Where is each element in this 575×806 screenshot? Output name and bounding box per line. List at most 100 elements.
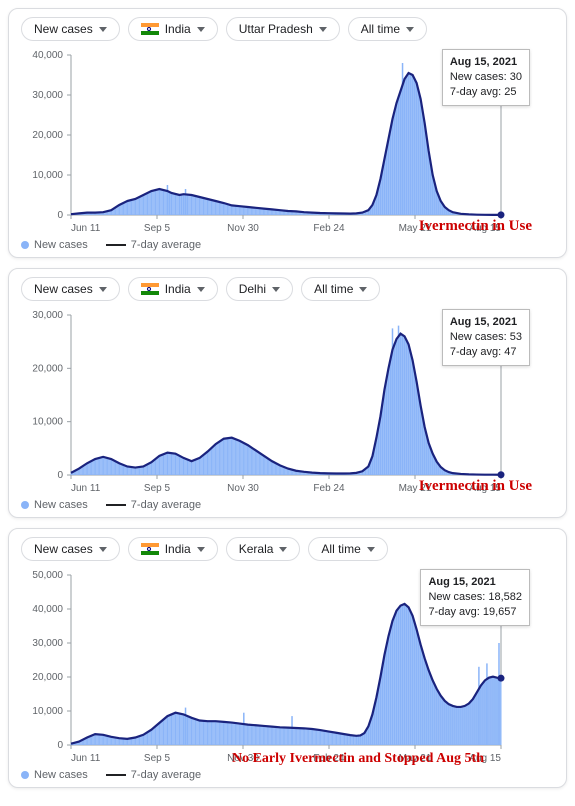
legend: New cases 7-day average	[21, 769, 554, 781]
country-selector[interactable]: India	[128, 17, 218, 41]
svg-text:Nov 30: Nov 30	[227, 223, 259, 234]
chart: 0 10,000 20,000 30,000 40,000 Jun 11 Sep 5 Nov …	[21, 47, 554, 237]
chevron-down-icon	[272, 287, 280, 292]
svg-text:30,000: 30,000	[32, 90, 63, 101]
timerange-selector[interactable]: All time	[301, 277, 380, 301]
chevron-down-icon	[197, 27, 205, 32]
chevron-down-icon	[197, 287, 205, 292]
callout-cases: New cases: 53	[450, 330, 522, 345]
chevron-down-icon	[359, 287, 367, 292]
timerange-selector-label: All time	[321, 542, 360, 556]
controls-row: New cases India Kerala All time	[21, 537, 554, 561]
legend-cases: New cases	[21, 239, 88, 251]
legend-line-icon	[106, 774, 126, 776]
timerange-selector-label: All time	[314, 282, 353, 296]
metric-selector-label: New cases	[34, 542, 93, 556]
controls-row: New cases India Uttar Pradesh All time	[21, 17, 554, 41]
chart: 0 10,000 20,000 30,000 40,000 50,000 Jun 11 Sep…	[21, 567, 554, 767]
country-selector[interactable]: India	[128, 537, 218, 561]
svg-text:30,000: 30,000	[32, 638, 63, 649]
svg-text:Sep 5: Sep 5	[144, 753, 171, 764]
annotation-text: No Early Ivermectin and Stopped Aug 5th	[232, 751, 484, 767]
callout-cases: New cases: 18,582	[428, 590, 522, 605]
country-selector-label: India	[165, 22, 191, 36]
callout-avg: 7-day avg: 19,657	[428, 605, 522, 620]
callout-cases: New cases: 30	[450, 70, 522, 85]
region-selector-label: Delhi	[239, 282, 266, 296]
legend-avg: 7-day average	[106, 239, 201, 251]
region-selector[interactable]: Uttar Pradesh	[226, 17, 340, 41]
controls-row: New cases India Delhi All time	[21, 277, 554, 301]
svg-text:Feb 24: Feb 24	[313, 223, 345, 234]
svg-text:Jun 11: Jun 11	[71, 483, 101, 494]
chevron-down-icon	[197, 547, 205, 552]
chevron-down-icon	[99, 547, 107, 552]
svg-text:20,000: 20,000	[32, 672, 63, 683]
svg-text:Nov 30: Nov 30	[227, 483, 259, 494]
annotation-text: Ivermectin in Use	[419, 218, 532, 235]
svg-text:40,000: 40,000	[32, 50, 63, 61]
svg-text:Sep 5: Sep 5	[144, 223, 171, 234]
chevron-down-icon	[367, 547, 375, 552]
svg-text:50,000: 50,000	[32, 570, 63, 581]
chevron-down-icon	[279, 547, 287, 552]
country-selector-label: India	[165, 282, 191, 296]
metric-selector[interactable]: New cases	[21, 17, 120, 41]
timerange-selector-label: All time	[361, 22, 400, 36]
svg-text:Jun 11: Jun 11	[71, 223, 101, 234]
svg-text:10,000: 10,000	[32, 706, 63, 717]
legend: New cases 7-day average	[21, 499, 554, 511]
metric-selector-label: New cases	[34, 282, 93, 296]
legend-dot-icon	[21, 501, 29, 509]
callout-date: Aug 15, 2021	[450, 55, 522, 70]
india-flag-icon	[141, 23, 159, 35]
svg-text:Jun 11: Jun 11	[71, 753, 101, 764]
legend-cases: New cases	[21, 499, 88, 511]
annotation-text: Ivermectin in Use	[419, 478, 532, 495]
panel-0: New cases India Uttar Pradesh All time 0 10,0…	[8, 8, 567, 258]
india-flag-icon	[141, 543, 159, 555]
panel-1: New cases India Delhi All time 0 10,000 20,000…	[8, 268, 567, 518]
legend-dot-icon	[21, 241, 29, 249]
svg-text:Sep 5: Sep 5	[144, 483, 171, 494]
legend-dot-icon	[21, 771, 29, 779]
svg-text:30,000: 30,000	[32, 310, 63, 321]
region-selector[interactable]: Delhi	[226, 277, 293, 301]
callout-avg: 7-day avg: 25	[450, 85, 522, 100]
chevron-down-icon	[406, 27, 414, 32]
svg-text:20,000: 20,000	[32, 363, 63, 374]
svg-text:0: 0	[57, 740, 63, 751]
chevron-down-icon	[99, 27, 107, 32]
country-selector-label: India	[165, 542, 191, 556]
region-selector-label: Uttar Pradesh	[239, 22, 313, 36]
region-selector-label: Kerala	[239, 542, 274, 556]
legend-cases: New cases	[21, 769, 88, 781]
data-callout: Aug 15, 2021New cases: 537-day avg: 47	[442, 309, 530, 366]
metric-selector[interactable]: New cases	[21, 537, 120, 561]
svg-text:40,000: 40,000	[32, 604, 63, 615]
svg-text:10,000: 10,000	[32, 417, 63, 428]
legend-avg: 7-day average	[106, 499, 201, 511]
svg-text:20,000: 20,000	[32, 130, 63, 141]
svg-text:10,000: 10,000	[32, 170, 63, 181]
metric-selector-label: New cases	[34, 22, 93, 36]
data-callout: Aug 15, 2021New cases: 307-day avg: 25	[442, 49, 530, 106]
svg-text:0: 0	[57, 470, 63, 481]
india-flag-icon	[141, 283, 159, 295]
callout-avg: 7-day avg: 47	[450, 345, 522, 360]
data-callout: Aug 15, 2021New cases: 18,5827-day avg: …	[420, 569, 530, 626]
callout-date: Aug 15, 2021	[450, 315, 522, 330]
country-selector[interactable]: India	[128, 277, 218, 301]
legend: New cases 7-day average	[21, 239, 554, 251]
timerange-selector[interactable]: All time	[308, 537, 387, 561]
chevron-down-icon	[319, 27, 327, 32]
timerange-selector[interactable]: All time	[348, 17, 427, 41]
chevron-down-icon	[99, 287, 107, 292]
callout-date: Aug 15, 2021	[428, 575, 522, 590]
svg-text:0: 0	[57, 210, 63, 221]
chart: 010,00020,00030,000Jun 11Sep 5Nov 30Feb …	[21, 307, 554, 497]
legend-avg: 7-day average	[106, 769, 201, 781]
legend-line-icon	[106, 504, 126, 506]
region-selector[interactable]: Kerala	[226, 537, 301, 561]
metric-selector[interactable]: New cases	[21, 277, 120, 301]
